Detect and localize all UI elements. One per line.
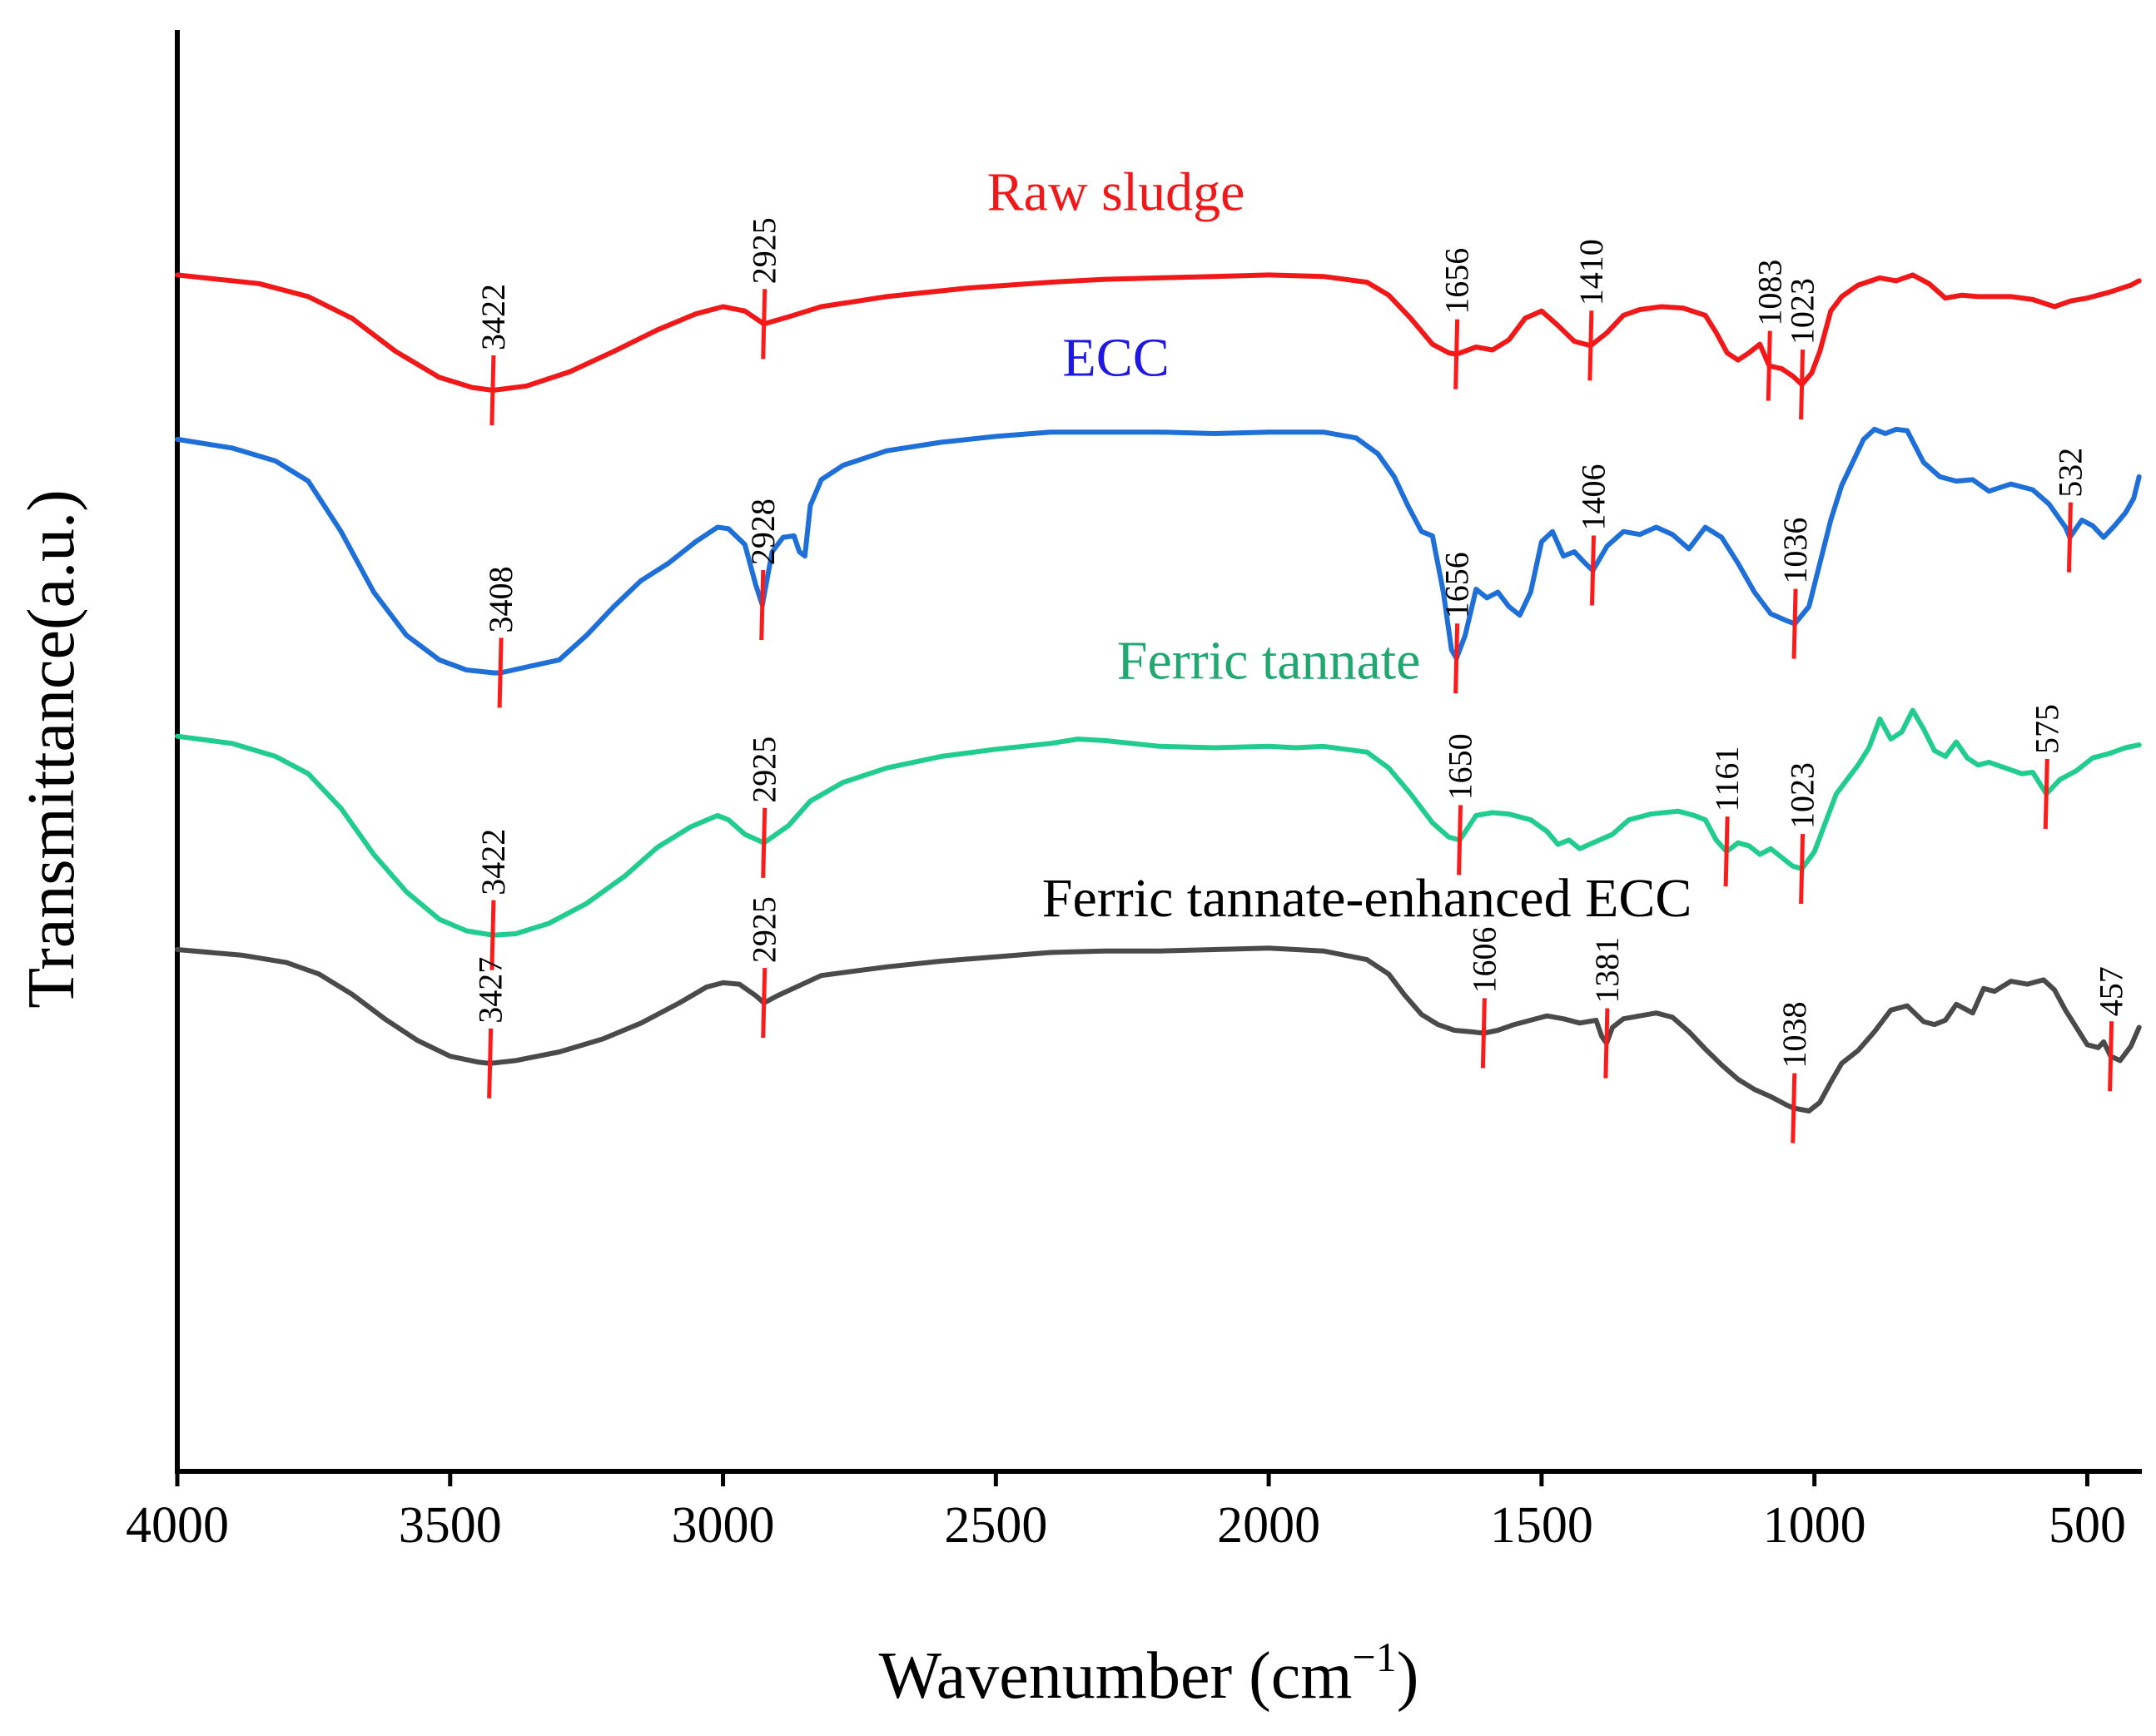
peak-label: 3408 [482,567,519,633]
plot-frame [175,30,2142,1474]
peak-marker [1453,623,1460,694]
peak-marker [487,1028,494,1099]
x-axis-ticks: 4000 3500 3000 2500 2000 1500 1000 500 [126,1471,2126,1554]
peak-label: 1656 [1438,248,1476,315]
peak-marker [761,289,768,360]
peak-label: 457 [2093,966,2130,1016]
peak-label: 1406 [1575,464,1612,531]
series-line-raw-sludge [175,272,2142,393]
series-label: Raw sludge [987,162,1245,223]
peak-label: 3422 [474,829,512,895]
peak-label: 1038 [1776,1002,1813,1069]
x-tick-label: 2000 [1217,1497,1320,1554]
x-tick-label: 4000 [126,1497,229,1554]
peak-marker [759,570,766,641]
peak-marker [2066,502,2073,573]
peak-marker [1799,833,1806,905]
series-label: Ferric tannate-enhanced ECC [1042,868,1692,929]
x-tick-label: 2500 [944,1497,1047,1554]
peak-marker [489,355,496,426]
peak-marker [1453,319,1460,389]
x-tick-label: 3500 [399,1497,502,1554]
peak-label: 532 [2052,448,2089,498]
peak-marker [1791,588,1798,659]
x-tick-label: 500 [2049,1497,2126,1554]
peak-marker [2043,758,2049,830]
peak-marker [489,900,496,970]
series-label-layer: Raw sludge ECC Ferric tannate Ferric tannat… [987,162,1692,930]
peak-marker [761,807,768,878]
peak-label: 1410 [1572,239,1610,305]
peak-marker [1799,350,1806,420]
x-tick-label: 1000 [1763,1497,1866,1554]
peak-marker [497,637,504,708]
peak-marker [1480,998,1487,1069]
peak-label: 2925 [746,737,783,803]
peak-marker [1791,1073,1797,1143]
peak-marker [1587,310,1594,381]
peak-label: 1161 [1708,746,1746,812]
peak-label: 1083 [1751,260,1788,326]
series-label: ECC [1062,328,1169,389]
peak-label: 1381 [1588,937,1626,1004]
peak-marker [761,968,768,1039]
peak-marker [1603,1008,1610,1079]
peak-marker [1723,816,1730,887]
series-layer [175,272,2142,1114]
y-axis-label: Transmittance(a.u.) [15,489,88,1009]
peak-label: 1656 [1438,552,1476,618]
series-label: Ferric tannate [1117,630,1421,691]
peak-label: 2925 [746,217,783,284]
peak-label: 1023 [1784,278,1821,345]
x-axis-label: Wavenumber (cm−1) [879,1634,1419,1713]
peak-label: 1650 [1442,733,1479,800]
peak-marker [2108,1021,2114,1092]
peak-label: 2928 [744,498,782,565]
peak-label: 575 [2028,704,2065,754]
peak-label: 3427 [472,957,509,1024]
series-line-ferric-tannate [175,707,2142,938]
peak-label: 1606 [1465,927,1503,994]
peak-label: 2925 [746,896,783,963]
peak-marker [1766,330,1772,401]
peak-marker [1590,535,1597,606]
series-line-ferric-tannate-enhanced-ecc [175,945,2142,1114]
peak-label: 1036 [1776,518,1814,584]
series-line-ecc [175,426,2142,676]
x-tick-label: 3000 [672,1497,775,1554]
peak-label: 3422 [474,284,512,350]
peak-marker [1457,805,1463,875]
x-tick-label: 1500 [1490,1497,1593,1554]
peak-label: 1023 [1784,762,1821,829]
